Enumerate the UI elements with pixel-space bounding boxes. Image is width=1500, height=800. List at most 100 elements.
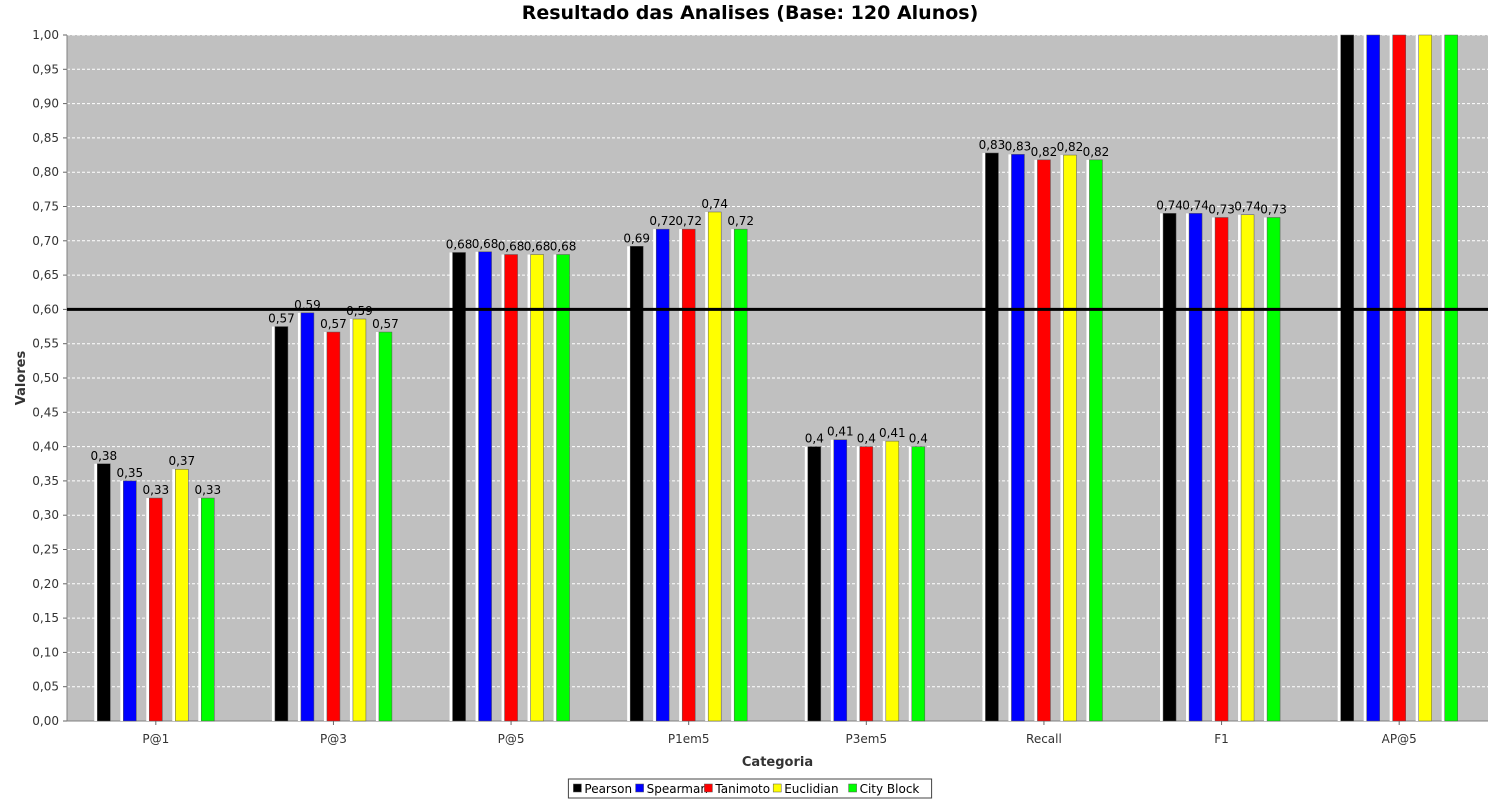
bar-highlight <box>172 469 176 721</box>
bar-highlight <box>856 446 860 721</box>
bar-highlight <box>627 246 631 721</box>
data-label: 0,74 <box>1234 200 1261 214</box>
bar-highlight <box>375 332 379 721</box>
bar-highlight <box>323 332 327 721</box>
bar-highlight <box>1415 35 1419 721</box>
data-label: 0,73 <box>1208 202 1235 216</box>
y-tick-label: 0,10 <box>32 645 59 659</box>
y-tick-label: 0,25 <box>32 543 59 557</box>
bar-highlight <box>449 252 453 721</box>
bar-highlight <box>1264 217 1268 721</box>
y-tick-label: 1,00 <box>32 28 59 42</box>
bar-highlight <box>679 229 683 721</box>
bar-highlight <box>830 439 834 721</box>
bar-highlight <box>1086 159 1090 722</box>
bar <box>1063 154 1077 722</box>
y-tick-label: 0,40 <box>32 440 59 454</box>
y-tick-label: 0,60 <box>32 302 59 316</box>
bar-highlight <box>1186 213 1190 722</box>
bar <box>1162 213 1177 722</box>
data-label: 0,57 <box>320 317 347 331</box>
bar-highlight <box>94 463 98 721</box>
bar-highlight <box>882 441 886 721</box>
data-label: 0,37 <box>168 454 195 468</box>
data-label: 0,35 <box>116 466 143 480</box>
bar <box>352 318 367 722</box>
bar <box>1089 159 1103 722</box>
data-label: 0,83 <box>1005 139 1032 153</box>
bar-highlight <box>1034 159 1038 722</box>
y-tick-label: 0,55 <box>32 337 59 351</box>
bar <box>859 446 874 722</box>
data-label: 0,74 <box>1182 198 1209 212</box>
data-label: 0,33 <box>142 483 169 497</box>
bar <box>1240 214 1255 722</box>
data-label: 0,72 <box>675 214 702 228</box>
x-tick-label: P@1 <box>142 732 169 746</box>
legend <box>567 778 933 799</box>
data-label: 0,4 <box>909 432 928 446</box>
y-tick-label: 0,70 <box>32 234 59 248</box>
legend-swatch <box>573 783 582 793</box>
y-tick-label: 0,35 <box>32 474 59 488</box>
y-tick-label: 0,80 <box>32 165 59 179</box>
bar <box>556 254 570 722</box>
bar <box>911 446 926 722</box>
bar-highlight <box>1060 155 1064 722</box>
y-tick-label: 0,85 <box>32 131 59 145</box>
x-tick-label: P@3 <box>320 732 347 746</box>
data-label: 0,68 <box>446 237 473 251</box>
bar-highlight <box>1008 154 1012 721</box>
bar <box>1188 213 1203 722</box>
bar <box>175 468 189 722</box>
y-tick-label: 0,15 <box>32 611 59 625</box>
y-tick-label: 0,65 <box>32 268 59 282</box>
legend-label: Euclidian <box>784 782 838 796</box>
bar <box>707 211 722 722</box>
data-label: 0,72 <box>649 214 676 228</box>
bar <box>97 463 111 722</box>
x-tick-label: Recall <box>1026 732 1062 746</box>
y-tick-label: 0,50 <box>32 371 59 385</box>
bar <box>478 251 492 722</box>
legend-swatch <box>635 783 644 793</box>
x-axis-title: Categoria <box>742 755 813 770</box>
y-tick-label: 0,90 <box>32 97 59 111</box>
data-label: 0,57 <box>372 317 399 331</box>
bar <box>885 440 900 722</box>
x-tick-label: P@5 <box>498 732 525 746</box>
x-tick-label: P3em5 <box>846 732 888 746</box>
data-label: 0,73 <box>1260 202 1287 216</box>
data-label: 0,68 <box>472 237 499 251</box>
bar-highlight <box>804 446 808 721</box>
bar-highlight <box>271 326 275 721</box>
data-label: 0,72 <box>727 214 754 228</box>
bar <box>1037 159 1051 722</box>
data-label: 0,69 <box>623 231 650 245</box>
bar <box>1392 34 1406 722</box>
bar-highlight <box>1363 35 1367 721</box>
bar-highlight <box>475 251 479 721</box>
bar <box>655 228 670 722</box>
legend-swatch <box>772 783 782 793</box>
bar-highlight <box>349 319 353 721</box>
data-label: 0,74 <box>701 197 728 211</box>
data-label: 0,41 <box>827 425 854 439</box>
bar <box>1418 34 1432 722</box>
bar-highlight <box>501 254 505 721</box>
bar-highlight <box>1389 35 1393 721</box>
legend-label: Spearman <box>647 782 708 796</box>
bar <box>201 497 215 722</box>
y-tick-label: 0,45 <box>32 405 59 419</box>
legend-swatch <box>704 783 713 793</box>
bar <box>530 254 544 722</box>
bar-highlight <box>982 152 986 721</box>
bar-highlight <box>1441 35 1445 721</box>
bar <box>504 254 518 722</box>
y-tick-label: 0,20 <box>32 577 59 591</box>
data-label: 0,83 <box>979 138 1006 152</box>
x-tick-label: AP@5 <box>1382 732 1417 746</box>
y-tick-label: 0,00 <box>32 714 59 728</box>
